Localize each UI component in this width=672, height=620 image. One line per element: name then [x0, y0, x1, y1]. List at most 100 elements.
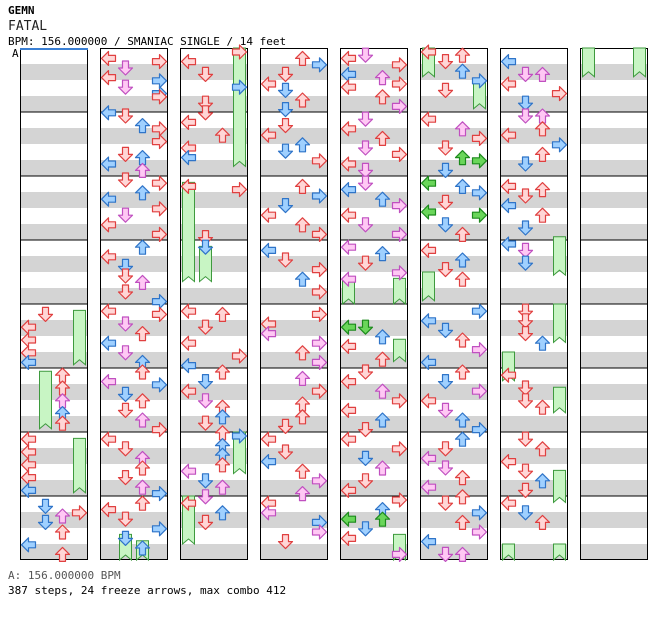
- step-arrow-right: [151, 377, 168, 393]
- step-arrow-right: [391, 546, 408, 563]
- beat-stripe: [500, 192, 568, 208]
- song-title: FATAL: [8, 19, 48, 34]
- step-arrow-left: [340, 338, 357, 354]
- beat-stripe: [340, 416, 408, 432]
- beat-stripe: [340, 448, 408, 464]
- beat-stripe: [180, 96, 248, 112]
- step-arrow-up: [214, 505, 231, 521]
- step-arrow-down: [357, 47, 374, 63]
- step-arrow-left: [100, 217, 117, 233]
- step-arrow-right: [471, 153, 488, 169]
- beat-stripe: [260, 160, 328, 176]
- step-arrow-right: [151, 175, 168, 191]
- freeze-arrow: [73, 437, 86, 494]
- beat-stripe: [100, 320, 168, 336]
- beat-stripe: [180, 416, 248, 432]
- step-arrow-up: [454, 412, 471, 428]
- step-arrow-down: [437, 194, 454, 210]
- step-arrow-left: [100, 431, 117, 447]
- step-arrow-right: [471, 130, 488, 146]
- beat-stripe: [20, 544, 88, 560]
- step-arrow-up: [134, 326, 151, 342]
- step-arrow-down: [437, 441, 454, 457]
- step-arrow-up: [294, 271, 311, 287]
- beat-stripe: [20, 480, 88, 496]
- beat-stripe: [420, 448, 488, 464]
- step-arrow-down: [517, 313, 534, 329]
- step-arrow-down: [517, 66, 534, 83]
- step-arrow-left: [260, 76, 277, 92]
- chart-column-6: [420, 44, 488, 563]
- step-arrow-left: [260, 454, 277, 470]
- step-arrow-down: [517, 393, 534, 409]
- freeze-arrow: [502, 543, 515, 562]
- step-arrow-up: [534, 66, 551, 83]
- step-arrow-right: [231, 428, 248, 444]
- step-arrow-right: [471, 185, 488, 201]
- step-arrow-down: [117, 441, 134, 457]
- step-arrow-down: [357, 422, 374, 438]
- step-arrow-up: [534, 441, 551, 457]
- beat-stripe: [260, 96, 328, 112]
- beat-stripe: [100, 288, 168, 304]
- beat-stripe: [420, 352, 488, 368]
- step-arrow-up: [54, 508, 71, 524]
- step-arrow-up: [534, 473, 551, 489]
- step-arrow-up: [454, 489, 471, 505]
- step-arrow-right: [231, 182, 248, 198]
- step-arrow-down: [277, 418, 294, 434]
- step-arrow-down: [37, 498, 54, 514]
- chart-title: GEMN: [8, 4, 35, 17]
- beat-stripe: [20, 288, 88, 304]
- beat-stripe: [260, 256, 328, 272]
- step-arrow-up: [134, 239, 151, 255]
- step-arrow-up: [534, 121, 551, 137]
- step-arrow-down: [517, 505, 534, 521]
- step-arrow-up: [454, 63, 471, 79]
- chart-column-1: [20, 48, 88, 563]
- beat-stripe: [500, 288, 568, 304]
- beat-stripe: [180, 160, 248, 176]
- beat-stripe: [20, 384, 88, 400]
- step-arrow-left: [420, 313, 437, 329]
- step-arrow-down: [517, 482, 534, 498]
- beat-stripe: [20, 96, 88, 112]
- beat-stripe: [420, 480, 488, 496]
- beat-stripe: [100, 160, 168, 176]
- beat-stripe: [500, 320, 568, 336]
- step-arrow-left: [260, 207, 277, 223]
- step-arrow-right: [471, 303, 488, 319]
- beat-stripe: [100, 224, 168, 240]
- beat-stripe: [180, 224, 248, 240]
- step-arrow-left: [20, 354, 37, 370]
- beat-stripe: [180, 256, 248, 272]
- step-arrow-right: [551, 137, 568, 153]
- step-arrow-right: [471, 422, 488, 438]
- beat-stripe: [340, 224, 408, 240]
- step-arrow-up: [534, 335, 551, 351]
- beat-stripe: [180, 480, 248, 496]
- step-arrow-right: [151, 134, 168, 150]
- step-arrow-up: [294, 217, 311, 233]
- step-arrow-up: [134, 185, 151, 201]
- step-arrow-up: [454, 252, 471, 268]
- step-arrow-left: [100, 50, 117, 67]
- beat-stripe: [340, 544, 408, 560]
- step-arrow-right: [311, 354, 328, 370]
- step-arrow-down: [197, 319, 214, 335]
- step-arrow-left: [20, 482, 37, 498]
- step-arrow-down: [517, 156, 534, 172]
- step-arrow-left: [100, 335, 117, 351]
- beat-stripe: [500, 448, 568, 464]
- step-arrow-down: [197, 393, 214, 409]
- step-arrow-up: [454, 226, 471, 242]
- step-arrow-up: [534, 399, 551, 415]
- step-arrow-down: [117, 268, 134, 284]
- chart-column-4: [260, 48, 328, 560]
- step-arrow-left: [340, 121, 357, 137]
- beat-stripe: [100, 544, 168, 560]
- beat-stripe: [260, 192, 328, 208]
- step-arrow-up: [294, 137, 311, 153]
- beat-stripe: [340, 192, 408, 208]
- beat-stripe: [340, 384, 408, 400]
